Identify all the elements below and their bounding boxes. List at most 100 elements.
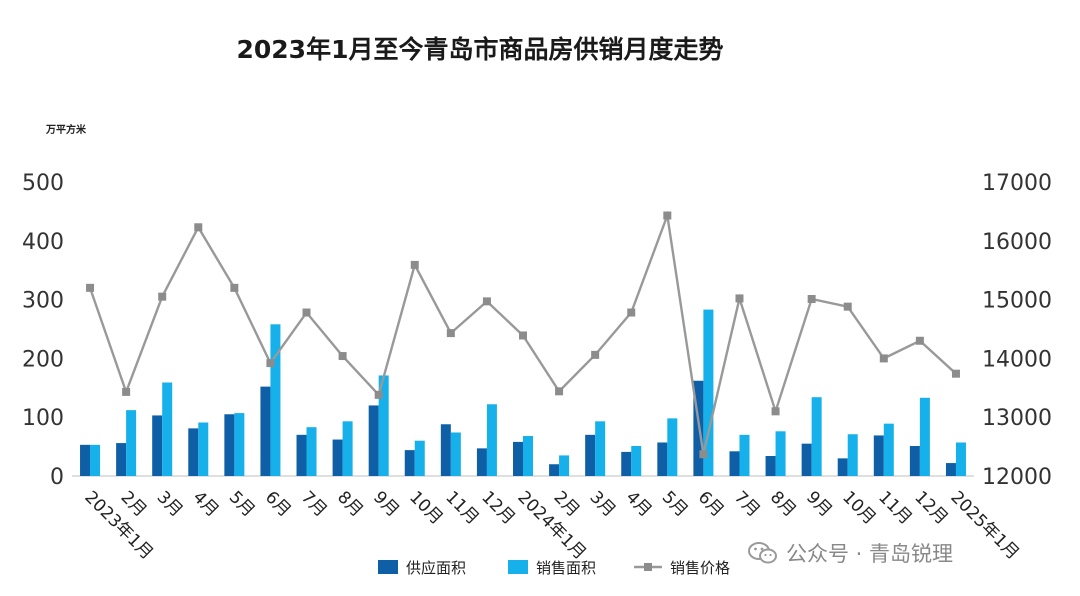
bar-sales: [847, 434, 858, 476]
left-tick-label: 400: [22, 230, 64, 255]
x-tick-label: 11月: [874, 487, 915, 528]
bar-supply: [621, 451, 632, 476]
x-tick-label: 10月: [838, 487, 879, 528]
bar-supply: [729, 451, 740, 476]
bar-supply: [657, 442, 668, 476]
right-tick-label: 13000: [982, 406, 1052, 431]
bar-sales: [523, 436, 533, 476]
x-tick-label: 5月: [658, 487, 692, 521]
x-tick-label: 5月: [225, 487, 259, 521]
x-tick-label: 8月: [333, 487, 367, 521]
left-tick-label: 300: [22, 289, 64, 314]
legend-label: 供应面积: [406, 559, 466, 577]
price-point: [230, 283, 239, 292]
x-tick-label: 9月: [802, 487, 836, 521]
bar-supply: [549, 464, 560, 476]
price-point: [771, 407, 780, 416]
bar-sales: [919, 397, 930, 476]
x-tick-label: 6月: [694, 487, 728, 521]
price-point: [86, 283, 95, 292]
x-tick-label: 7月: [730, 487, 764, 521]
legend-swatch: [508, 560, 528, 574]
x-tick-label: 3月: [586, 487, 620, 521]
x-tick-label: 2025年1月: [946, 487, 1022, 563]
left-tick-label: 0: [50, 465, 64, 490]
bar-supply: [260, 386, 271, 476]
bar-supply: [332, 439, 343, 476]
bar-sales: [703, 309, 714, 476]
bar-sales: [631, 446, 642, 476]
bar-sales: [90, 444, 101, 476]
bar-sales: [198, 422, 209, 476]
y-axis-unit-label: 万平方米: [46, 125, 86, 136]
legend-swatch: [378, 560, 398, 574]
bar-supply: [873, 435, 884, 476]
bar-sales: [306, 427, 317, 476]
price-point: [915, 336, 924, 345]
price-point: [591, 350, 600, 359]
wechat-icon: [748, 542, 777, 564]
bar-sales: [486, 404, 497, 476]
bar-sales: [595, 421, 606, 476]
price-point: [843, 302, 852, 311]
left-tick-label: 200: [22, 347, 64, 372]
bar-supply: [152, 415, 163, 476]
x-tick-label: 4月: [189, 487, 223, 521]
bar-sales: [414, 440, 425, 476]
price-point: [482, 297, 491, 306]
price-point: [663, 211, 672, 220]
x-tick-label: 3月: [153, 487, 187, 521]
bar-sales: [234, 413, 245, 476]
bar-supply: [945, 463, 956, 476]
x-tick-label: 12月: [910, 487, 951, 528]
price-point: [158, 292, 167, 301]
bar-supply: [116, 443, 127, 476]
bar-supply: [296, 434, 307, 476]
bar-supply: [765, 456, 776, 476]
bar-supply: [440, 424, 451, 476]
bar-sales: [775, 431, 786, 476]
legend-label: 销售面积: [536, 559, 596, 577]
bar-sales: [811, 397, 822, 476]
right-tick-label: 15000: [982, 289, 1052, 314]
right-tick-label: 17000: [982, 171, 1052, 196]
left-tick-label: 500: [22, 171, 64, 196]
price-point: [374, 390, 383, 399]
price-point: [735, 294, 744, 303]
price-point: [302, 308, 311, 317]
x-tick-label: 10月: [405, 487, 446, 528]
watermark-text: 公众号 · 青岛锐理: [786, 542, 954, 566]
bar-sales: [378, 375, 389, 476]
bar-sales: [667, 418, 678, 476]
bar-sales: [450, 432, 461, 476]
price-point: [879, 354, 888, 363]
legend-label: 销售价格: [670, 559, 730, 577]
price-point: [194, 223, 203, 232]
bar-supply: [513, 441, 523, 476]
price-point: [627, 308, 636, 317]
bar-sales: [270, 324, 281, 476]
x-tick-label: 9月: [369, 487, 403, 521]
price-point: [410, 260, 419, 269]
bar-sales: [126, 410, 137, 476]
bar-sales: [559, 455, 570, 476]
bar-supply: [476, 448, 487, 476]
x-tick-label: 12月: [477, 487, 518, 528]
legend-marker: [644, 563, 652, 571]
price-point: [519, 331, 527, 340]
x-tick-label: 8月: [766, 487, 800, 521]
x-tick-label: 6月: [261, 487, 295, 521]
bar-supply: [585, 434, 596, 476]
price-point: [555, 387, 564, 396]
bar-supply: [404, 450, 415, 476]
x-tick-label: 4月: [622, 487, 656, 521]
bar-supply: [80, 444, 91, 476]
bar-sales: [162, 382, 173, 476]
left-tick-label: 100: [22, 406, 64, 431]
bar-supply: [837, 458, 848, 476]
x-tick-label: 11月: [441, 487, 482, 528]
price-point: [266, 359, 275, 368]
price-point: [699, 450, 708, 459]
